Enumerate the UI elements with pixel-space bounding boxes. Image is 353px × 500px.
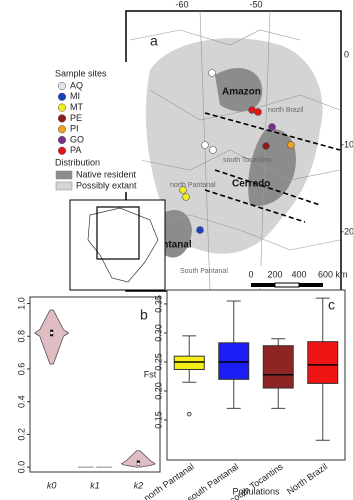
scale-label: 0 [248, 269, 253, 279]
violin-median [93, 465, 97, 469]
scale-bar [274, 282, 300, 288]
box [173, 355, 205, 370]
box [307, 341, 339, 384]
legend-label: PI [70, 124, 79, 134]
scale-bar-bg [246, 266, 338, 288]
map: Amazon north Brazil south Tocantins Cerr… [52, 0, 353, 292]
legend-title: Sample sites [55, 68, 107, 78]
point [254, 108, 262, 116]
y-tick-label: 0.30 [153, 324, 163, 342]
legend-label: MT [70, 102, 83, 112]
map-x-tick: -50 [249, 0, 262, 9]
x-tick-label: North Brazil [285, 461, 329, 496]
panel-label: c [328, 297, 335, 313]
legend-label: Possibly extant [76, 180, 137, 190]
map-y-tick: -20 [341, 226, 353, 236]
possibly-extant-area [145, 38, 323, 254]
region-label: Cerrado [232, 179, 270, 190]
y-tick-label: 0.20 [153, 382, 163, 400]
region-label: south Tocantins [223, 157, 272, 164]
plots: 0.0 0.2 0.4 0.6 0.8 1.0 k0 k1 k2 b 0.15 0.20 0.25 0.3… [16, 289, 346, 500]
box [218, 342, 250, 380]
legend-marker [57, 146, 67, 155]
native-resident-area [160, 67, 296, 258]
point [208, 69, 216, 77]
violin [34, 309, 70, 365]
region-label: South Pantanal [180, 268, 228, 275]
legend-marker [57, 81, 67, 91]
legend-marker [57, 125, 67, 134]
legend-bg [52, 62, 142, 192]
legend-label: PE [70, 113, 82, 123]
panel-label: b [140, 307, 148, 323]
y-tick-label: 0.15 [153, 411, 163, 429]
point [201, 141, 209, 149]
outlier [186, 411, 192, 417]
legend-swatch [55, 181, 73, 191]
x-tick-label: k1 [90, 480, 100, 490]
region-label: Amazon [222, 87, 261, 98]
scale-bar [251, 283, 275, 287]
point [182, 193, 190, 201]
point [287, 141, 295, 149]
point [209, 146, 217, 154]
legend-title: Distribution [55, 157, 100, 167]
map-x-tick: -60 [175, 0, 188, 9]
sample-points [179, 69, 295, 234]
map-y-tick: 0 [344, 49, 349, 59]
violin-median [50, 331, 53, 335]
legend-label: MI [70, 91, 80, 101]
point [268, 123, 276, 131]
legend-label: PA [70, 145, 81, 155]
scale-bar [299, 283, 323, 287]
y-tick-label: 1.0 [16, 297, 26, 310]
region-label: north Pantanal [170, 182, 216, 189]
panel-label: a [150, 33, 158, 49]
violin-median [137, 462, 140, 466]
y-axis-label: Fst [144, 369, 157, 379]
legend-label: AQ [70, 80, 83, 90]
legend-label: GO [70, 134, 84, 144]
transect-lines [204, 112, 341, 223]
y-tick-label: 0.35 [153, 295, 163, 313]
x-tick-label: k2 [134, 480, 144, 490]
y-tick-label: 0.8 [16, 330, 26, 343]
region-label: Pantanal [150, 240, 192, 251]
point [196, 226, 204, 234]
legend-label: Native resident [76, 169, 137, 179]
y-tick-label: 0.6 [16, 363, 26, 376]
map-y-tick: -10 [341, 139, 353, 149]
box [262, 345, 294, 389]
legend-marker [57, 92, 67, 101]
point [262, 142, 270, 150]
legend-marker [57, 114, 67, 123]
region-label: north Brazil [268, 107, 304, 114]
scale-label: 200 [267, 269, 282, 279]
y-tick-label: 0.0 [16, 461, 26, 474]
inset-box [96, 206, 140, 260]
legend-swatch [55, 170, 73, 180]
point [179, 186, 187, 194]
legend-marker [57, 135, 67, 145]
y-tick-label: 0.2 [16, 428, 26, 441]
y-tick-label: 0.25 [153, 353, 163, 371]
violin [120, 450, 156, 468]
legend-marker [57, 103, 67, 112]
x-axis-label: Populations [232, 486, 280, 496]
scale-label: 600 km [318, 269, 348, 279]
scale-label: 400 [291, 269, 306, 279]
y-tick-label: 0.4 [16, 395, 26, 408]
x-tick-label: k0 [47, 480, 57, 490]
inset-country [87, 207, 159, 283]
